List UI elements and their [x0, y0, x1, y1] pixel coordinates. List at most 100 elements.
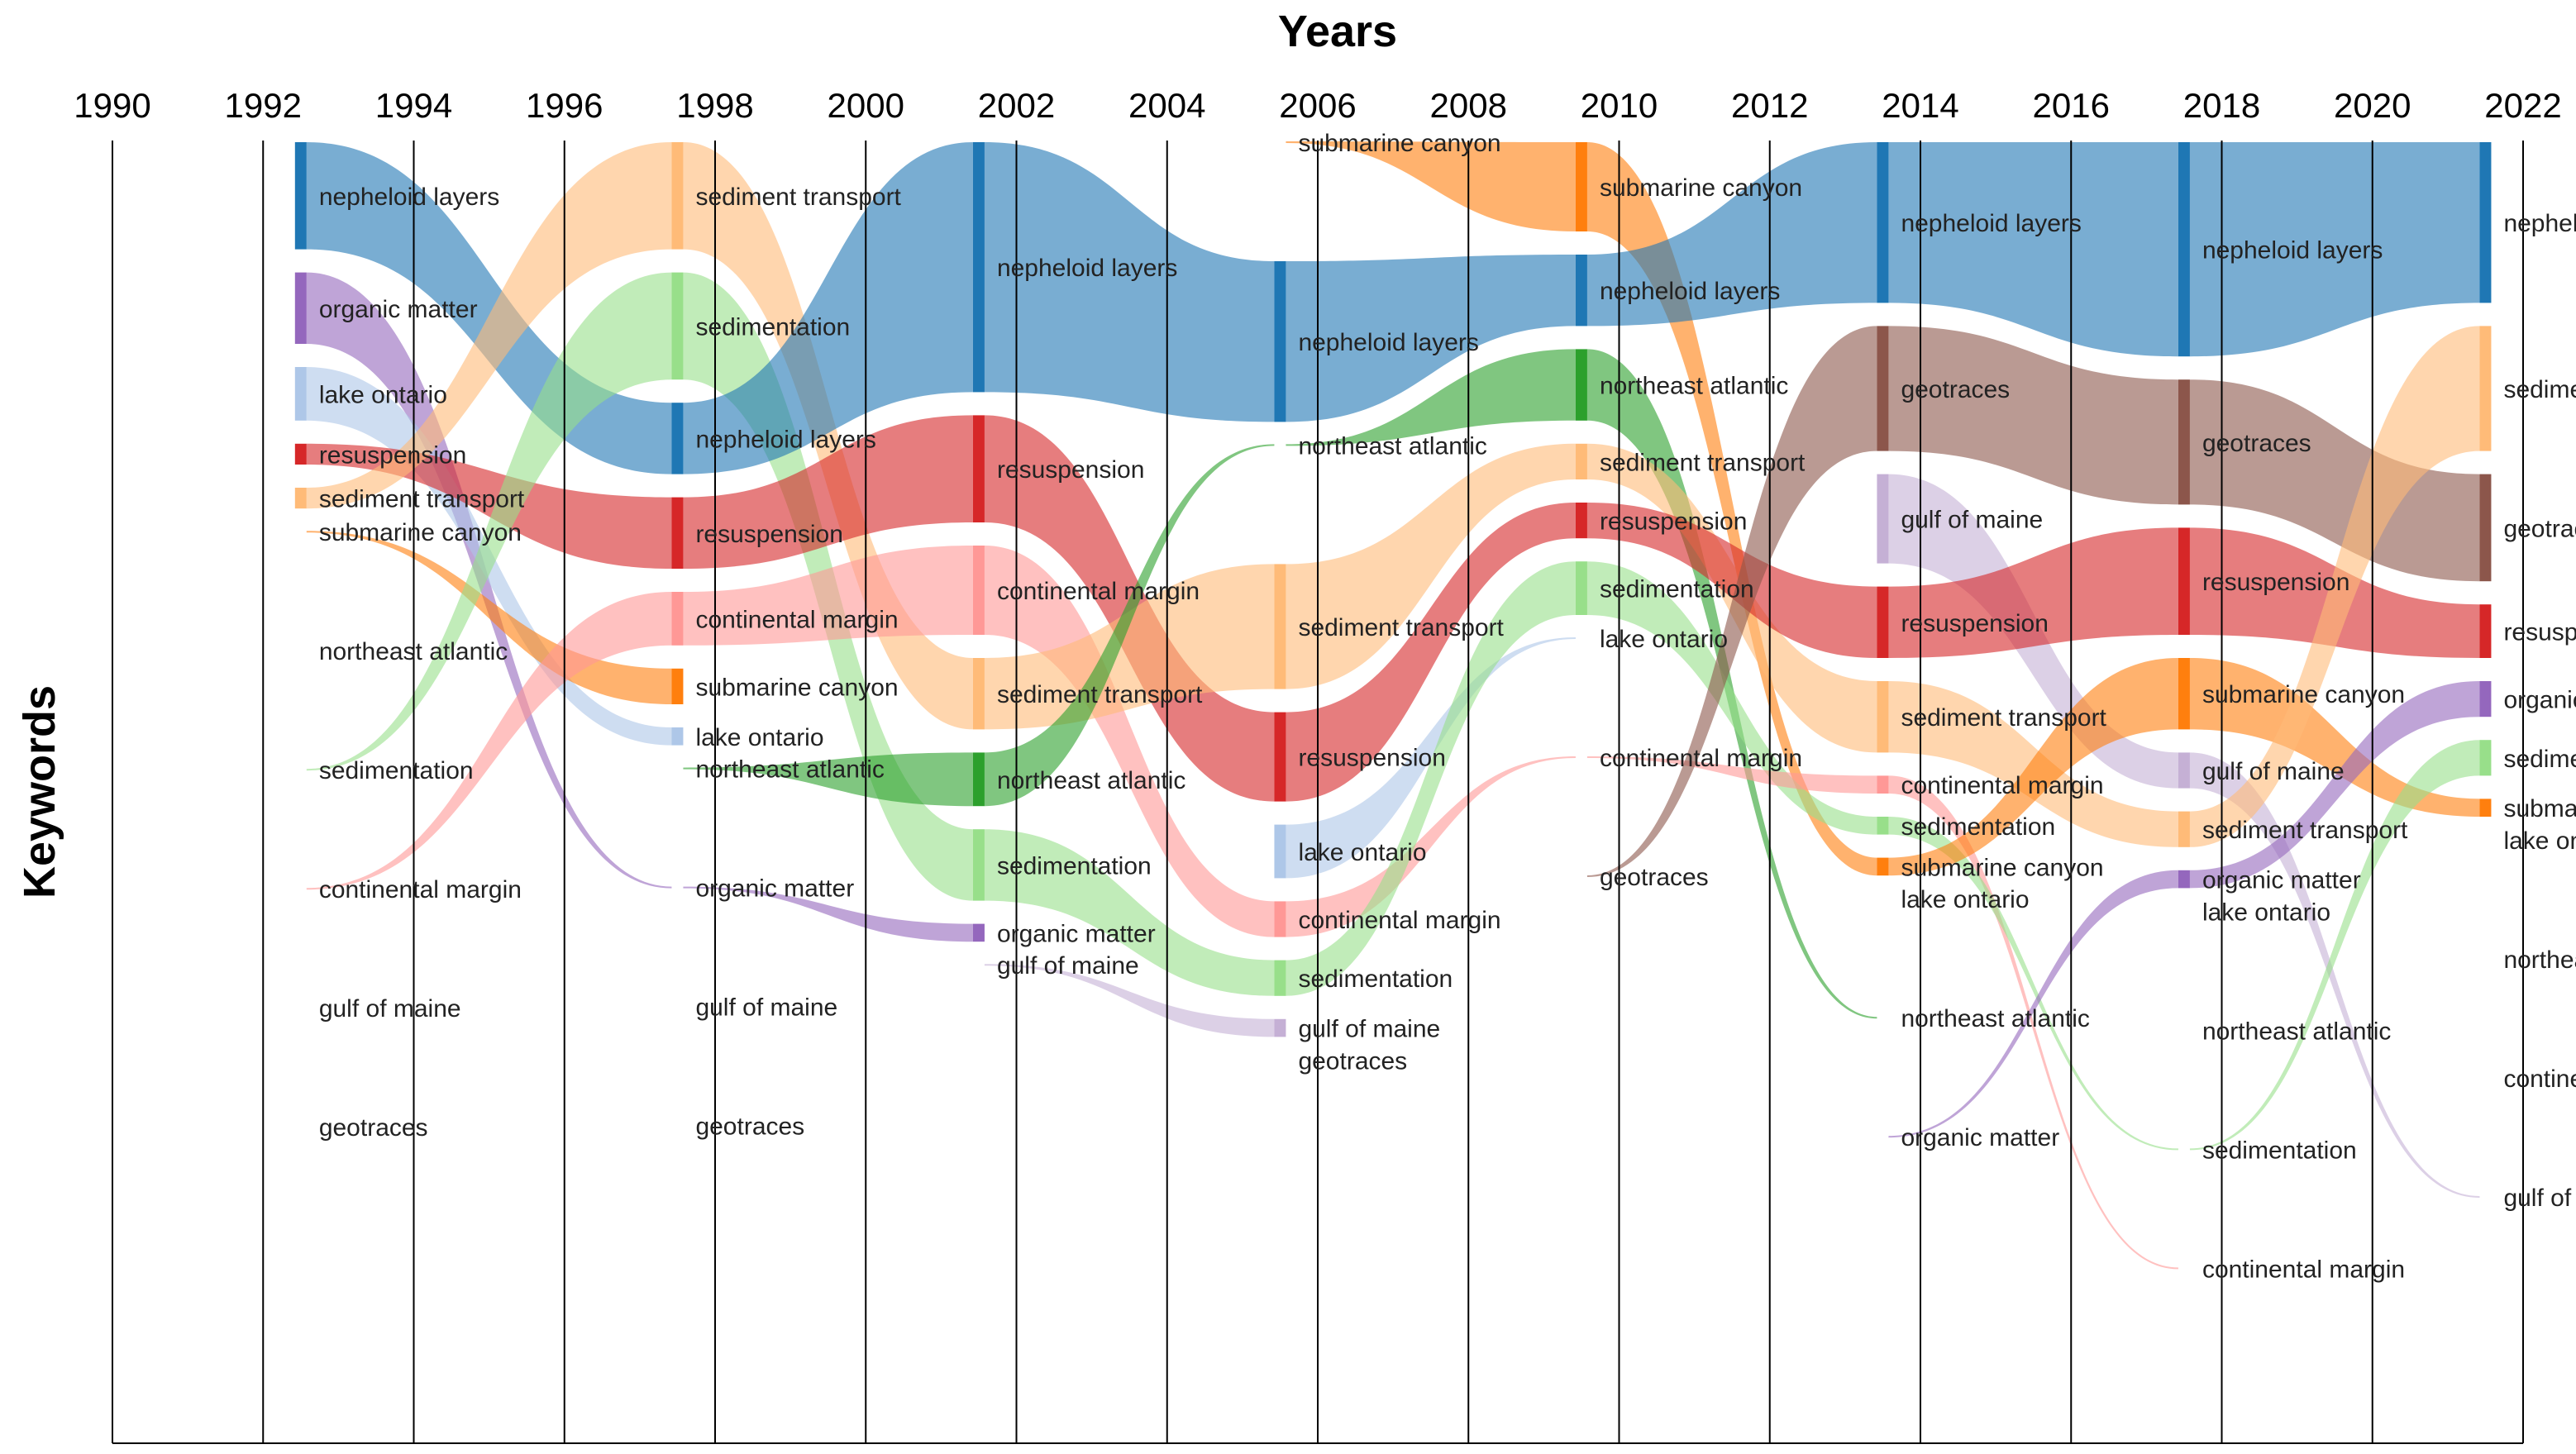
node-resuspension-6: [2178, 527, 2190, 635]
node-lake-ontario-3: [1274, 824, 1286, 879]
node-label-sediment-transport-1: sediment transport: [695, 184, 901, 211]
flow-continental-margin-0: [306, 592, 672, 890]
node-sediment-transport-5: [1877, 681, 1889, 753]
x-tick-label-2022: 2022: [2484, 86, 2561, 125]
flow-continental-margin-4: [1586, 756, 1877, 794]
node-organic-matter-7: [2479, 681, 2492, 717]
node-label-sediment-transport-2: sediment transport: [997, 681, 1203, 708]
node-label-continental-margin-0: continental margin: [319, 876, 522, 903]
node-continental-margin-5: [1877, 775, 1889, 794]
flow-submarine-canyon-5: [1888, 658, 2178, 876]
flow-resuspension-5: [1888, 527, 2178, 658]
node-label-resuspension-1: resuspension: [695, 521, 842, 548]
node-organic-matter-0: [294, 272, 307, 344]
flow-northeast-atlantic-2: [984, 444, 1275, 807]
node-gulf-of-maine-5: [1877, 474, 1889, 564]
flow-sedimentation-5: [1888, 817, 2178, 1151]
flow-geotraces-5: [1888, 326, 2178, 505]
node-label-organic-matter-5: organic matter: [1901, 1124, 2059, 1151]
node-label-sedimentation-6: sedimentation: [2202, 1137, 2357, 1164]
x-tick-label-2002: 2002: [978, 86, 1055, 125]
node-label-continental-margin-5: continental margin: [1901, 772, 2103, 799]
node-sediment-transport-2: [972, 658, 985, 730]
node-label-geotraces-1: geotraces: [695, 1113, 804, 1141]
node-label-northeast-atlantic-5: northeast atlantic: [1901, 1005, 2089, 1032]
node-label-geotraces-4: geotraces: [1600, 864, 1709, 891]
node-label-gulf-of-maine-6: gulf of maine: [2202, 758, 2345, 785]
node-label-nepheloid-layers-1: nepheloid layers: [695, 426, 875, 453]
flow-resuspension-4: [1586, 503, 1877, 658]
flow-nepheloid-layers-1: [683, 142, 973, 474]
node-label-gulf-of-maine-5: gulf of maine: [1901, 507, 2043, 534]
flow-sediment-transport-6: [2189, 326, 2480, 847]
flow-organic-matter-5: [1888, 870, 2178, 1138]
node-label-geotraces-7: geotraces: [2503, 515, 2576, 542]
flow-sediment-transport-3: [1286, 443, 1576, 689]
node-label-sediment-transport-0: sediment transport: [319, 486, 525, 513]
node-label-nepheloid-layers-5: nepheloid layers: [1901, 210, 2081, 237]
node-label-lake-ontario-5: lake ontario: [1901, 886, 2029, 913]
node-label-resuspension-3: resuspension: [1298, 745, 1445, 772]
flow-submarine-canyon-3: [1286, 141, 1576, 231]
node-sediment-transport-3: [1274, 564, 1286, 689]
node-continental-margin-1: [671, 592, 684, 646]
node-resuspension-1: [671, 497, 684, 569]
node-label-northeast-atlantic-0: northeast atlantic: [319, 638, 508, 665]
node-nepheloid-layers-1: [671, 403, 684, 474]
node-label-organic-matter-7: organic matter: [2503, 687, 2576, 714]
x-tick-label-2000: 2000: [828, 86, 904, 125]
node-label-lake-ontario-1: lake ontario: [695, 724, 823, 751]
node-label-nepheloid-layers-4: nepheloid layers: [1600, 278, 1780, 305]
node-nepheloid-layers-3: [1274, 261, 1286, 422]
node-sedimentation-4: [1575, 561, 1587, 615]
node-label-nepheloid-layers-3: nepheloid layers: [1298, 329, 1478, 356]
flow-northeast-atlantic-1: [683, 752, 973, 807]
node-label-submarine-canyon-4: submarine canyon: [1600, 174, 1802, 202]
node-label-continental-margin-6: continental margin: [2202, 1256, 2405, 1283]
flow-nepheloid-layers-5: [1888, 142, 2178, 357]
node-label-sediment-transport-6: sediment transport: [2202, 817, 2408, 844]
flow-layer: [306, 141, 2480, 1270]
node-label-sedimentation-2: sedimentation: [997, 852, 1152, 880]
node-label-resuspension-0: resuspension: [319, 441, 466, 469]
flow-sediment-transport-2: [984, 564, 1275, 730]
node-geotraces-6: [2178, 379, 2190, 505]
node-label-resuspension-4: resuspension: [1600, 508, 1747, 536]
flow-continental-margin-3: [1286, 756, 1576, 937]
node-label-submarine-canyon-7: submarine canyon: [2503, 795, 2576, 822]
node-sediment-transport-7: [2479, 326, 2492, 451]
node-label-sedimentation-1: sedimentation: [695, 313, 850, 341]
node-label-sediment-transport-7: sediment transport: [2503, 376, 2576, 403]
flow-continental-margin-2: [984, 546, 1275, 937]
node-label-nepheloid-layers-7: nepheloid layers: [2503, 210, 2576, 237]
x-tick-label-1998: 1998: [676, 86, 753, 125]
node-nepheloid-layers-7: [2479, 142, 2492, 303]
flow-nepheloid-layers-6: [2189, 142, 2480, 357]
node-label-lake-ontario-6: lake ontario: [2202, 899, 2330, 926]
node-label-northeast-atlantic-1: northeast atlantic: [695, 756, 884, 784]
node-nepheloid-layers-4: [1575, 255, 1587, 327]
node-label-gulf-of-maine-0: gulf of maine: [319, 995, 461, 1023]
node-label-lake-ontario-3: lake ontario: [1298, 839, 1426, 866]
node-resuspension-5: [1877, 586, 1889, 658]
node-nepheloid-layers-5: [1877, 142, 1889, 303]
node-label-nepheloid-layers-6: nepheloid layers: [2202, 237, 2383, 265]
node-label-organic-matter-1: organic matter: [695, 875, 854, 903]
node-nepheloid-layers-2: [972, 142, 985, 393]
flow-gulf-of-maine-6: [2189, 752, 2480, 1198]
node-label-sedimentation-7: sedimentation: [2503, 746, 2576, 773]
node-label-sediment-transport-5: sediment transport: [1901, 704, 2106, 732]
flow-organic-matter-1: [683, 886, 973, 942]
node-sediment-transport-6: [2178, 811, 2190, 847]
node-label-sedimentation-0: sedimentation: [319, 757, 474, 784]
flow-northeast-atlantic-3: [1286, 349, 1576, 446]
node-label-lake-ontario-4: lake ontario: [1600, 626, 1728, 653]
flow-continental-margin-1: [683, 546, 973, 646]
node-sediment-transport-4: [1575, 443, 1587, 479]
x-tick-label-2014: 2014: [1882, 86, 1958, 125]
node-northeast-atlantic-2: [972, 752, 985, 807]
node-label-sedimentation-5: sedimentation: [1901, 813, 2055, 841]
node-label-gulf-of-maine-3: gulf of maine: [1298, 1016, 1440, 1043]
x-axis-title: Years: [1278, 7, 1397, 56]
